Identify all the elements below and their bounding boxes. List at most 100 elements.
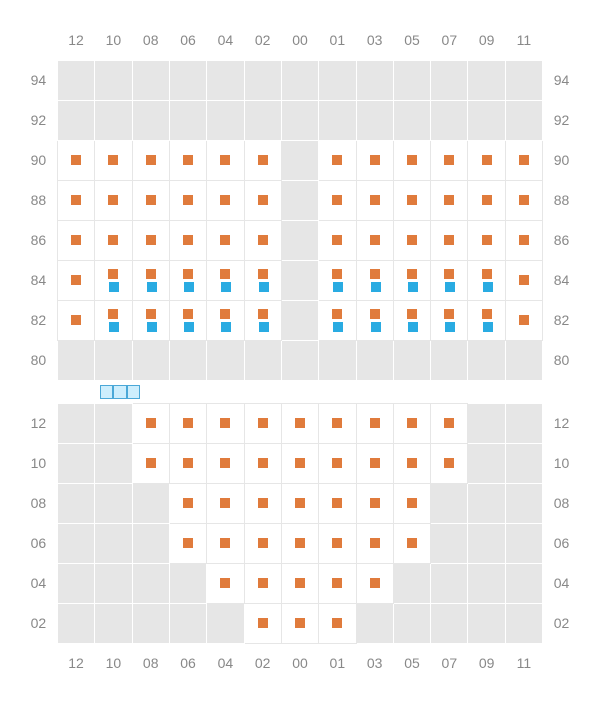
seat-cell[interactable] [169,523,206,563]
seat-cell[interactable] [207,260,244,300]
seat-cell[interactable] [319,563,356,603]
seat-cell[interactable] [132,140,169,180]
seat-cell[interactable] [207,220,244,260]
seat-cell[interactable] [468,220,505,260]
seat-cell[interactable] [505,260,542,300]
seat-cell[interactable] [356,180,393,220]
seat-cell[interactable] [244,603,281,643]
seat-cell[interactable] [356,563,393,603]
seat-cell[interactable] [169,260,206,300]
seat-cell[interactable] [319,603,356,643]
seat-cell[interactable] [281,563,318,603]
seat-cell[interactable] [431,260,468,300]
seat-cell[interactable] [244,443,281,483]
seat-cell[interactable] [95,180,132,220]
seat-cell[interactable] [207,403,244,443]
seat-cell[interactable] [431,140,468,180]
seat-cell[interactable] [57,260,94,300]
seat-cell[interactable] [319,180,356,220]
seat-cell[interactable] [57,140,94,180]
seat-cell[interactable] [505,300,542,340]
seat-cell[interactable] [468,140,505,180]
seat-cell[interactable] [95,260,132,300]
seat-cell[interactable] [356,523,393,563]
seat-cell[interactable] [281,483,318,523]
seat-cell[interactable] [393,443,430,483]
seat-cell[interactable] [356,483,393,523]
seat-cell[interactable] [319,260,356,300]
seat-cell[interactable] [319,523,356,563]
seat-cell[interactable] [393,483,430,523]
seat-cell[interactable] [393,523,430,563]
seat-cell[interactable] [468,300,505,340]
seat-cell[interactable] [169,180,206,220]
seat-cell[interactable] [393,403,430,443]
seat-cell[interactable] [431,403,468,443]
seat-cell[interactable] [431,220,468,260]
seat-cell[interactable] [57,300,94,340]
seat-cell[interactable] [431,180,468,220]
seat-cell[interactable] [356,220,393,260]
seat-cell[interactable] [207,443,244,483]
seat-cell[interactable] [393,140,430,180]
seat-cell[interactable] [393,180,430,220]
seat-cell[interactable] [431,300,468,340]
seat-cell[interactable] [57,220,94,260]
seat-cell[interactable] [132,260,169,300]
seat-cell[interactable] [244,220,281,260]
seat-cell[interactable] [319,300,356,340]
seat-cell[interactable] [505,140,542,180]
seat-cell[interactable] [281,403,318,443]
seat-cell[interactable] [207,483,244,523]
seat-cell[interactable] [244,180,281,220]
seat-cell[interactable] [244,403,281,443]
seat-cell[interactable] [356,403,393,443]
seat-cell[interactable] [319,220,356,260]
seat-cell[interactable] [207,140,244,180]
seat-cell[interactable] [95,140,132,180]
seat-cell[interactable] [281,443,318,483]
seat-cell[interactable] [505,220,542,260]
seat-cell[interactable] [207,180,244,220]
seat-cell[interactable] [169,300,206,340]
seat-cell[interactable] [244,260,281,300]
seat-cell[interactable] [468,180,505,220]
seat-cell[interactable] [393,260,430,300]
seat-cell[interactable] [505,180,542,220]
seat-cell[interactable] [207,523,244,563]
seat-cell[interactable] [244,483,281,523]
seat-cell[interactable] [169,220,206,260]
seat-cell[interactable] [356,260,393,300]
seat-cell[interactable] [319,403,356,443]
seat-cell[interactable] [319,140,356,180]
seat-cell[interactable] [431,443,468,483]
seat-cell[interactable] [356,300,393,340]
seat-cell[interactable] [319,443,356,483]
seat-cell[interactable] [207,300,244,340]
seat-cell[interactable] [244,140,281,180]
seat-cell[interactable] [393,300,430,340]
seat-cell[interactable] [468,260,505,300]
seat-cell[interactable] [244,523,281,563]
seat-cell[interactable] [207,563,244,603]
seat-cell[interactable] [356,140,393,180]
seat-cell[interactable] [132,443,169,483]
seat-cell[interactable] [393,220,430,260]
seat-cell[interactable] [169,483,206,523]
seat-cell[interactable] [356,443,393,483]
seat-cell[interactable] [57,180,94,220]
seat-cell[interactable] [319,483,356,523]
seat-cell[interactable] [95,220,132,260]
seat-cell[interactable] [95,300,132,340]
seat-cell[interactable] [244,563,281,603]
seat-cell[interactable] [132,220,169,260]
seat-cell[interactable] [169,443,206,483]
seat-cell[interactable] [281,603,318,643]
seat-cell[interactable] [169,140,206,180]
seat-cell[interactable] [169,403,206,443]
seat-cell[interactable] [132,180,169,220]
seat-cell[interactable] [281,523,318,563]
seat-cell[interactable] [132,300,169,340]
seat-cell[interactable] [244,300,281,340]
seat-cell[interactable] [132,403,169,443]
